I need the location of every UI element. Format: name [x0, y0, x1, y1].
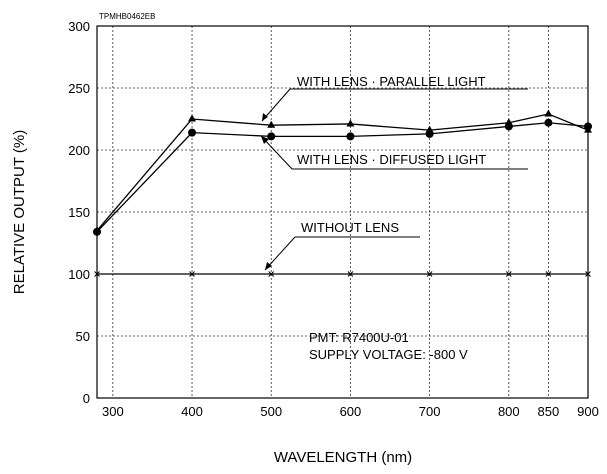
data-point-circle	[544, 118, 553, 127]
y-tick-label: 200	[68, 143, 90, 158]
x-tick-label: 800	[498, 404, 520, 419]
y-tick-label: 250	[68, 81, 90, 96]
callout-label-parallel: WITH LENS · PARALLEL LIGHT	[297, 74, 486, 89]
data-point-triangle	[267, 120, 276, 128]
callout-label-diffused: WITH LENS · DIFFUSED LIGHT	[297, 152, 486, 167]
data-point-circle	[425, 129, 434, 138]
y-axis-label: RELATIVE OUTPUT (%)	[11, 130, 28, 294]
data-point-triangle	[544, 109, 553, 117]
y-tick-label: 100	[68, 267, 90, 282]
data-point-x	[189, 271, 195, 277]
annotation-line-voltage: SUPPLY VOLTAGE: -800 V	[309, 347, 468, 362]
y-tick-label: 300	[68, 19, 90, 34]
callout-arrow-without	[265, 262, 272, 270]
series-line-circle	[96, 122, 589, 233]
callout-arrow-parallel	[262, 113, 268, 121]
callout-label-without: WITHOUT LENS	[301, 220, 399, 235]
series-callouts: WITH LENS · PARALLEL LIGHT WITH LENS · D…	[260, 74, 528, 271]
data-point-x	[545, 271, 552, 277]
callout-leader-parallel	[261, 88, 291, 122]
x-tick-label: 850	[538, 404, 560, 419]
tick-labels: 300 400 500 600 700 800 850 900 0 50 100 150 200 250 3…	[68, 19, 599, 419]
y-tick-label: 50	[76, 329, 90, 344]
x-axis-label: WAVELENGTH (nm)	[274, 449, 412, 466]
data-point-circle	[188, 128, 197, 137]
data-point-circle	[267, 132, 276, 141]
data-point-triangle	[346, 119, 355, 127]
data-point-triangle	[188, 114, 197, 122]
chart-code: TPMHB0462EB	[99, 12, 155, 21]
x-tick-label: 400	[181, 404, 203, 419]
x-tick-label: 500	[260, 404, 282, 419]
x-tick-label: 300	[102, 404, 124, 419]
data-point-circle	[346, 132, 355, 141]
callout-arrow-diffused	[261, 136, 269, 144]
x-tick-label: 600	[340, 404, 362, 419]
data-point-x	[347, 271, 354, 277]
chart-annotation: PMT: R7400U-01 SUPPLY VOLTAGE: -800 V	[309, 330, 468, 362]
data-point-x	[268, 271, 275, 277]
series-line-triangle	[96, 113, 589, 232]
series-layer	[93, 109, 592, 277]
y-tick-label: 150	[68, 205, 90, 220]
data-point-circle	[504, 122, 513, 131]
y-tick-label: 0	[83, 391, 90, 406]
annotation-line-pmt: PMT: R7400U-01	[309, 330, 409, 345]
x-tick-label: 900	[577, 404, 599, 419]
x-tick-label: 700	[419, 404, 441, 419]
plot-frame	[96, 25, 589, 399]
data-point-x	[505, 271, 512, 277]
data-point-x	[426, 271, 433, 277]
